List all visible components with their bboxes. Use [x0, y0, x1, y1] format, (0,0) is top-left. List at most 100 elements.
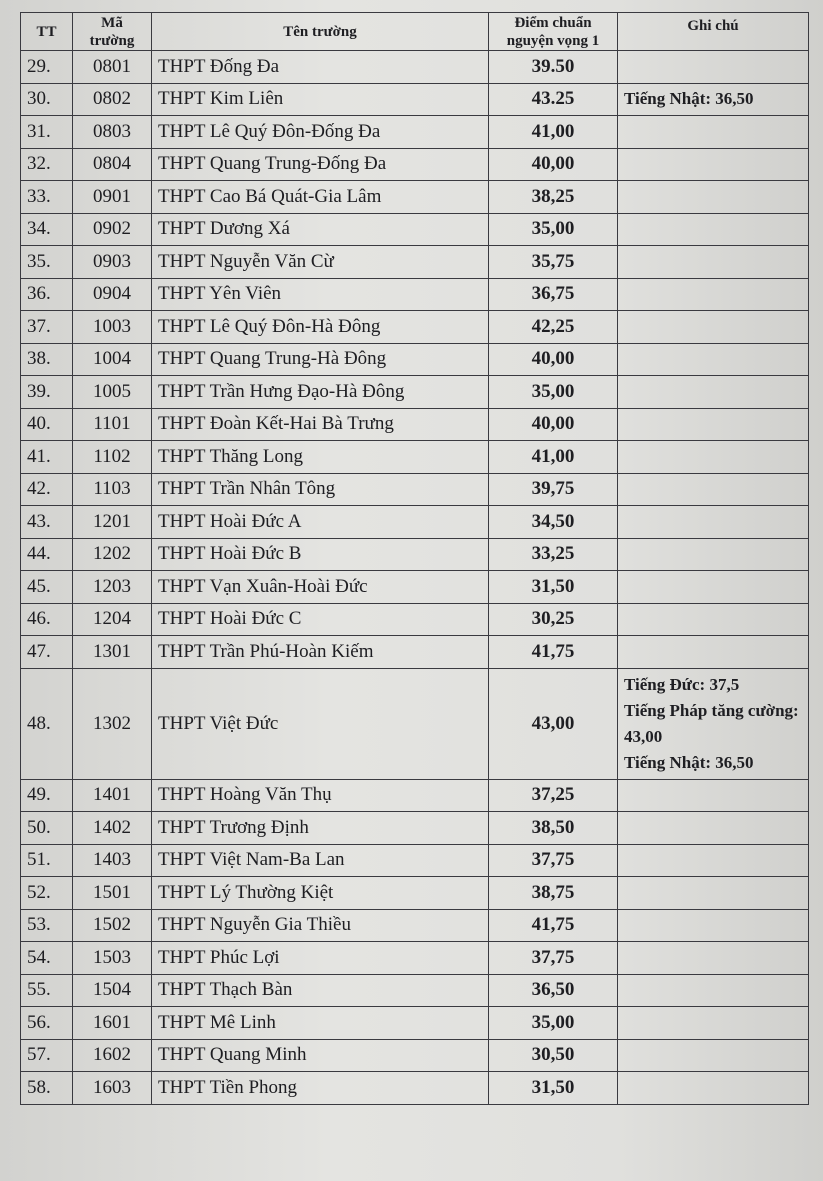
school-name: THPT Việt Nam-Ba Lan: [151, 843, 489, 877]
school-code: 1502: [72, 908, 152, 942]
note-line: Tiếng Đức: 37,5: [624, 674, 740, 694]
table-row: 42. 1103 THPT Trần Nhân Tông 39,75: [20, 472, 809, 506]
notes: [617, 440, 809, 474]
row-number: 54.: [20, 941, 73, 975]
school-name: THPT Kim Liên: [151, 82, 489, 116]
notes: [617, 941, 809, 975]
notes: [617, 1071, 809, 1105]
score: 43.25: [488, 82, 618, 116]
table-row: 44. 1202 THPT Hoài Đức B 33,25: [20, 537, 809, 571]
school-code: 1504: [72, 973, 152, 1007]
table-row: 56. 1601 THPT Mê Linh 35,00: [20, 1006, 809, 1040]
notes: [617, 778, 809, 812]
row-number: 45.: [20, 570, 73, 604]
table-row: 36. 0904 THPT Yên Viên 36,75: [20, 277, 809, 311]
table-row: 41. 1102 THPT Thăng Long 41,00: [20, 440, 809, 474]
score: 37,75: [488, 843, 618, 877]
score: 38,50: [488, 811, 618, 845]
school-name: THPT Nguyễn Gia Thiều: [151, 908, 489, 942]
school-code: 1302: [72, 667, 152, 780]
note-line: Tiếng Nhật: 36,50: [624, 752, 754, 772]
notes: [617, 570, 809, 604]
school-name: THPT Quang Minh: [151, 1038, 489, 1072]
score: 36,75: [488, 277, 618, 311]
school-code: 1402: [72, 811, 152, 845]
row-number: 34.: [20, 212, 73, 246]
header-school-code: Mã trường: [72, 12, 152, 51]
school-name: THPT Mê Linh: [151, 1006, 489, 1040]
notes: Tiếng Đức: 37,5 Tiếng Pháp tăng cường: 43…: [617, 667, 809, 780]
table-row: 37. 1003 THPT Lê Quý Đôn-Hà Đông 42,25: [20, 310, 809, 344]
school-name: THPT Yên Viên: [151, 277, 489, 311]
table-row: 55. 1504 THPT Thạch Bàn 36,50: [20, 973, 809, 1007]
notes: [617, 310, 809, 344]
notes: [617, 180, 809, 214]
school-code: 1201: [72, 505, 152, 539]
score: 33,25: [488, 537, 618, 571]
school-code: 1301: [72, 635, 152, 669]
school-code: 0802: [72, 82, 152, 116]
row-number: 57.: [20, 1038, 73, 1072]
school-name: THPT Hoàng Văn Thụ: [151, 778, 489, 812]
score: 40,00: [488, 407, 618, 441]
notes: [617, 147, 809, 181]
school-code: 1103: [72, 472, 152, 506]
row-number: 50.: [20, 811, 73, 845]
school-code: 1204: [72, 602, 152, 636]
notes: [617, 375, 809, 409]
school-code: 1004: [72, 342, 152, 376]
table-row: 53. 1502 THPT Nguyễn Gia Thiều 41,75: [20, 908, 809, 942]
school-name: THPT Dương Xá: [151, 212, 489, 246]
table-row: 46. 1204 THPT Hoài Đức C 30,25: [20, 602, 809, 636]
school-code: 1601: [72, 1006, 152, 1040]
score: 36,50: [488, 973, 618, 1007]
table-row: 51. 1403 THPT Việt Nam-Ba Lan 37,75: [20, 843, 809, 877]
score: 35,00: [488, 212, 618, 246]
row-number: 29.: [20, 50, 73, 84]
row-number: 42.: [20, 472, 73, 506]
table-row: 39. 1005 THPT Trần Hưng Đạo-Hà Đông 35,00: [20, 375, 809, 409]
table-row: 33. 0901 THPT Cao Bá Quát-Gia Lâm 38,25: [20, 180, 809, 214]
score: 38,75: [488, 876, 618, 910]
row-number: 39.: [20, 375, 73, 409]
table-row: 35. 0903 THPT Nguyễn Văn Cừ 35,75: [20, 245, 809, 279]
table-row: 30. 0802 THPT Kim Liên 43.25 Tiếng Nhật: 36,…: [20, 82, 809, 116]
school-code: 0904: [72, 277, 152, 311]
score: 34,50: [488, 505, 618, 539]
header-tt: TT: [20, 12, 73, 51]
row-number: 48.: [20, 667, 73, 780]
notes: [617, 505, 809, 539]
score: 41,00: [488, 115, 618, 149]
score: 35,00: [488, 375, 618, 409]
notes: Tiếng Nhật: 36,50: [617, 82, 809, 116]
score: 37,75: [488, 941, 618, 975]
school-name: THPT Đống Đa: [151, 50, 489, 84]
school-name: THPT Phúc Lợi: [151, 941, 489, 975]
score: 41,75: [488, 635, 618, 669]
notes: [617, 537, 809, 571]
table-row: 47. 1301 THPT Trần Phú-Hoàn Kiếm 41,75: [20, 635, 809, 669]
row-number: 40.: [20, 407, 73, 441]
row-number: 47.: [20, 635, 73, 669]
school-name: THPT Thăng Long: [151, 440, 489, 474]
school-name: THPT Cao Bá Quát-Gia Lâm: [151, 180, 489, 214]
score: 31,50: [488, 1071, 618, 1105]
row-number: 58.: [20, 1071, 73, 1105]
score: 40,00: [488, 342, 618, 376]
notes: [617, 245, 809, 279]
notes: [617, 115, 809, 149]
school-code: 1202: [72, 537, 152, 571]
school-code: 1403: [72, 843, 152, 877]
notes: [617, 50, 809, 84]
row-number: 52.: [20, 876, 73, 910]
school-code: 1003: [72, 310, 152, 344]
score: 30,50: [488, 1038, 618, 1072]
notes: [617, 407, 809, 441]
school-code: 0902: [72, 212, 152, 246]
table-row: 43. 1201 THPT Hoài Đức A 34,50: [20, 505, 809, 539]
row-number: 44.: [20, 537, 73, 571]
school-name: THPT Trần Phú-Hoàn Kiếm: [151, 635, 489, 669]
table-row: 32. 0804 THPT Quang Trung-Đống Đa 40,00: [20, 147, 809, 181]
school-code: 1501: [72, 876, 152, 910]
school-name: THPT Hoài Đức B: [151, 537, 489, 571]
